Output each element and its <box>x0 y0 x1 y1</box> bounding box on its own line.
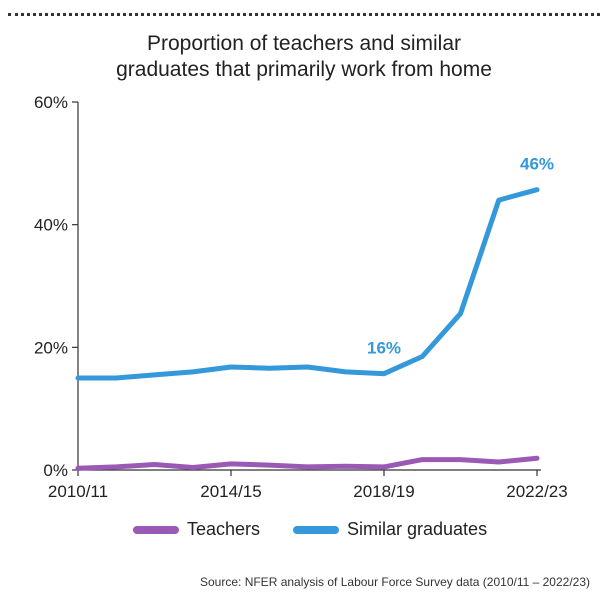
x-axis-tick-label: 2022/23 <box>506 482 567 501</box>
legend-swatch-teachers <box>133 525 179 534</box>
x-axis-tick-label: 2014/15 <box>200 482 261 501</box>
series-line-similar-graduates <box>75 187 540 381</box>
chart-title: Proportion of teachers and similar gradu… <box>0 31 608 83</box>
top-dotted-divider <box>8 13 600 16</box>
series-line-teachers <box>75 455 540 471</box>
x-axis-tick-label: 2018/19 <box>353 482 414 501</box>
y-axis-tick-label: 40% <box>34 216 68 235</box>
chart-title-line-1: Proportion of teachers and similar <box>147 32 461 55</box>
legend-item-teachers: Teachers <box>133 519 260 540</box>
x-axis-tick-label: 2010/11 <box>48 482 108 501</box>
y-axis-tick-label: 20% <box>34 338 68 357</box>
legend-label-similar-graduates: Similar graduates <box>347 519 488 539</box>
legend-swatch-similar-graduates <box>293 525 339 534</box>
y-axis-tick-label: 60% <box>34 93 68 112</box>
chart-title-line-2: graduates that primarily work from home <box>116 58 492 81</box>
y-axis-tick-label: 0% <box>43 461 68 480</box>
data-label-annotation: 16% <box>367 339 401 358</box>
source-note: Source: NFER analysis of Labour Force Su… <box>200 575 590 589</box>
chart-legend: Teachers Similar graduates <box>0 519 608 545</box>
legend-label-teachers: Teachers <box>187 519 261 539</box>
legend-item-similar-graduates: Similar graduates <box>293 519 487 540</box>
line-chart: 0% 20% 40% 60% 2010/11 2014/15 2018/19 2022/23 1… <box>34 93 568 501</box>
data-label-annotation: 46% <box>520 155 554 174</box>
